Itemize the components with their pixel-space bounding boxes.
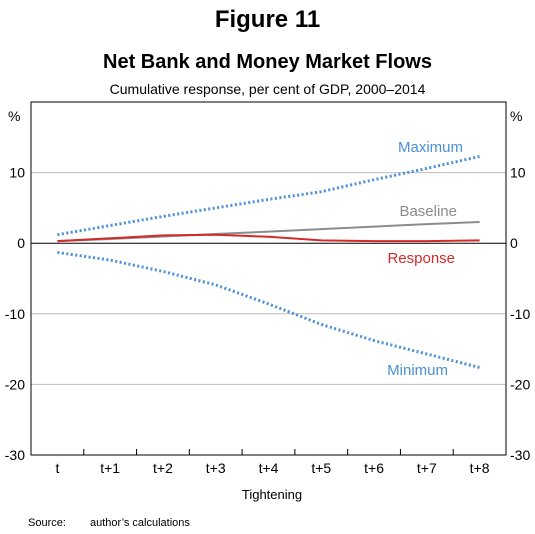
grid-lines [31,172,506,385]
x-tick-label: t [55,460,59,476]
series-line-response [57,233,480,243]
series-labels: Maximum Baseline Response Minimum [387,139,463,379]
x-tick-marks [83,449,454,455]
series-lines [57,154,480,369]
source-text: author’s calculations [90,517,190,529]
x-tick-label: t+5 [311,460,331,476]
y-tick-label-left: 10 [9,165,25,181]
x-tick-label: t+8 [470,460,490,476]
series-line-maximum [57,154,480,237]
series-label-baseline: Baseline [399,203,457,220]
series-label-maximum: Maximum [398,139,463,156]
plot-frame [30,101,507,456]
y-tick-label-right: -30 [510,447,530,463]
x-tick-label: t+4 [259,460,279,476]
series-label-minimum: Minimum [387,362,448,379]
y-unit-right: % [510,108,522,124]
figure-label: Figure 11 [214,6,321,33]
x-tick-label: t+2 [153,460,173,476]
source-label: Source: [28,517,66,529]
x-tick-labels: t t+1 t+2 t+3 t+4 t+5 t+6 t+7 t+8 [55,460,489,476]
y-unit-left: % [8,108,20,124]
y-tick-label-right: 0 [510,235,518,251]
x-tick-label: t+3 [206,460,226,476]
source-note: Source: author’s calculations [28,517,190,529]
y-tick-labels: -30 -30 -20 -20 -10 -10 0 0 10 10 [5,165,531,463]
y-tick-label-right: -20 [510,376,530,392]
y-tick-label-left: 0 [17,235,25,251]
chart-title: Net Bank and Money Market Flows [103,51,432,73]
x-tick-label: t+1 [100,460,120,476]
y-tick-label-left: -10 [5,306,25,322]
y-tick-label-left: -20 [5,376,25,392]
x-tick-label: t+7 [417,460,437,476]
y-tick-label-left: -30 [5,447,25,463]
y-tick-label-right: -10 [510,306,530,322]
series-line-minimum [57,250,480,369]
series-label-response: Response [387,250,455,267]
chart-subtitle: Cumulative response, per cent of GDP, 20… [109,81,426,97]
x-axis-label: Tightening [242,487,302,502]
y-tick-label-right: 10 [510,165,526,181]
x-tick-label: t+6 [364,460,384,476]
